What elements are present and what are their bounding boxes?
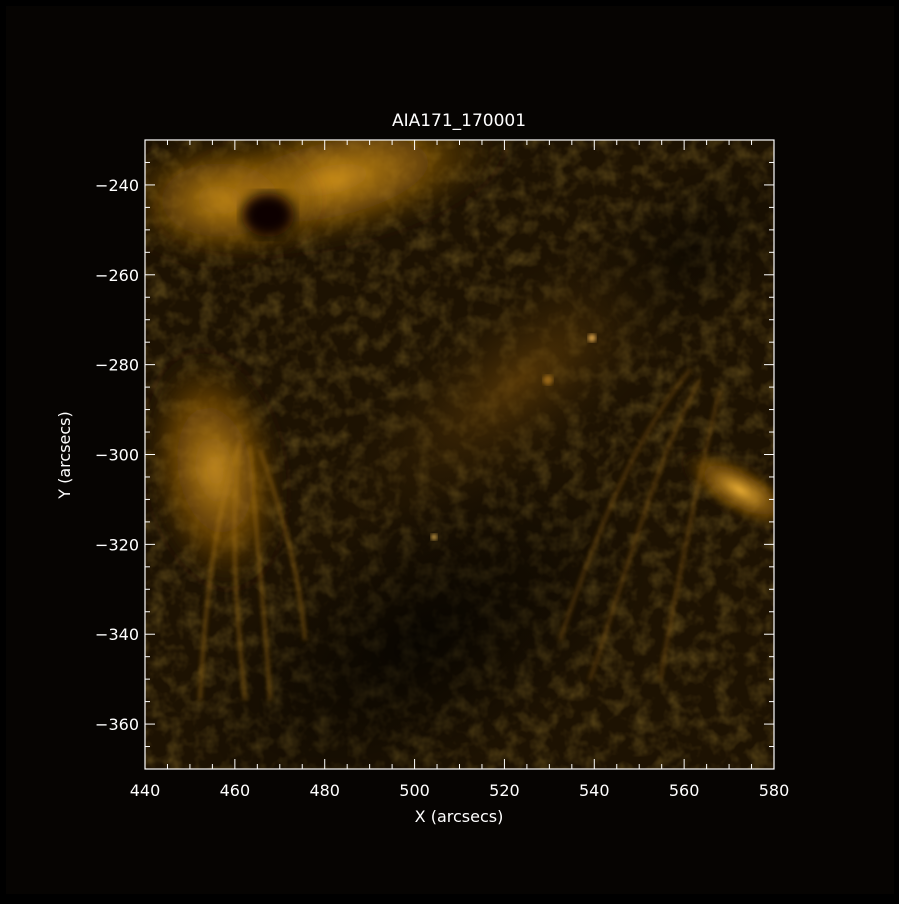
y-tick-label: −360 xyxy=(95,715,139,734)
y-tick-label: −260 xyxy=(95,266,139,285)
x-tick-label: 580 xyxy=(759,781,790,800)
tick-labels: 440 460 480 500 520 540 560 580 −240 −260 −280 −300… xyxy=(95,176,789,800)
plot-title: AIA171_170001 xyxy=(392,111,526,131)
x-tick-label: 500 xyxy=(399,781,430,800)
x-tick-label: 520 xyxy=(489,781,520,800)
y-tick-label: −280 xyxy=(95,356,139,375)
x-tick-label: 440 xyxy=(130,781,161,800)
y-tick-label: −300 xyxy=(95,446,139,465)
x-tick-label: 540 xyxy=(579,781,610,800)
y-axis-label: Y (arcsecs) xyxy=(55,411,74,499)
x-tick-label: 480 xyxy=(309,781,340,800)
y-tick-label: −320 xyxy=(95,535,139,554)
x-axis-label: X (arcsecs) xyxy=(415,807,504,826)
y-tick-label: −340 xyxy=(95,625,139,644)
x-tick-label: 460 xyxy=(220,781,251,800)
y-tick-label: −240 xyxy=(95,176,139,195)
solar-euv-image xyxy=(145,140,774,769)
x-tick-label: 560 xyxy=(669,781,700,800)
axis-ticks xyxy=(144,139,775,770)
